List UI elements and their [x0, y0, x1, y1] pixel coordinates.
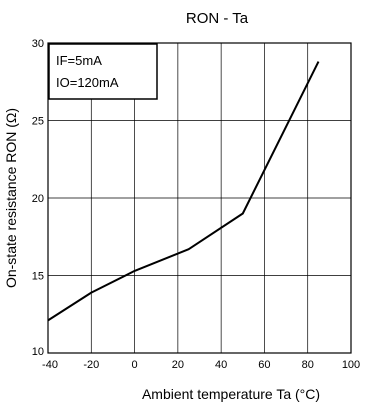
y-tick-label: 15 [32, 271, 44, 283]
x-tick-label: 0 [132, 359, 138, 371]
x-tick-label: 80 [302, 359, 314, 371]
x-tick-label: -20 [83, 359, 99, 371]
legend-line-io: IO=120mA [56, 75, 119, 90]
x-tick-label: 100 [342, 359, 360, 371]
legend-frame [48, 43, 158, 100]
x-tick-label: -40 [42, 359, 58, 371]
condition-legend-box: IF=5mA IO=120mA [48, 43, 158, 100]
y-axis-label: On-state resistance RON (Ω) [3, 108, 19, 288]
x-axis-ticks: -40 -20 0 20 40 60 80 100 [42, 359, 360, 371]
x-tick-label: 60 [258, 359, 270, 371]
series-line-0 [47, 61, 320, 322]
series-layer [47, 61, 320, 322]
y-tick-label: 10 [32, 346, 44, 358]
y-tick-label: 20 [32, 193, 44, 205]
chart-title: RON - Ta [186, 10, 249, 27]
legend-line-if: IF=5mA [56, 53, 102, 68]
x-axis-label: Ambient temperature Ta (°C) [142, 386, 320, 402]
y-axis-ticks: 10 15 20 25 30 [32, 38, 44, 358]
y-tick-label: 25 [32, 116, 44, 128]
plot-frame [47, 42, 352, 354]
y-tick-label: 30 [32, 38, 44, 50]
x-tick-label: 40 [215, 359, 227, 371]
x-tick-label: 20 [172, 359, 184, 371]
